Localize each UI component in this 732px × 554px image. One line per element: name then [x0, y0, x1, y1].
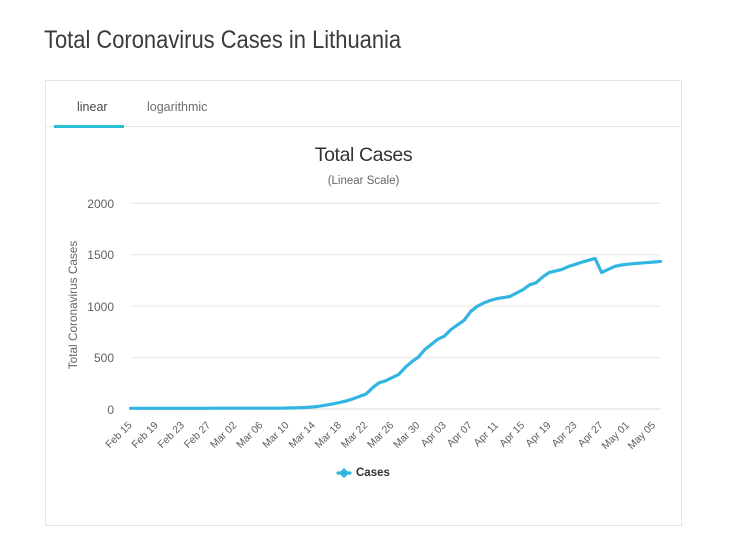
svg-text:Feb 23: Feb 23 [156, 420, 187, 451]
svg-text:Mar 10: Mar 10 [261, 420, 292, 451]
svg-text:May 05: May 05 [626, 420, 658, 452]
svg-text:Mar 06: Mar 06 [235, 420, 266, 451]
svg-text:Feb 27: Feb 27 [182, 420, 213, 451]
svg-text:Mar 22: Mar 22 [340, 420, 371, 451]
svg-text:Apr 03: Apr 03 [419, 420, 449, 450]
svg-text:May 01: May 01 [600, 420, 632, 452]
svg-text:Mar 30: Mar 30 [392, 420, 423, 451]
svg-text:Apr 23: Apr 23 [550, 420, 580, 450]
svg-text:Mar 18: Mar 18 [313, 420, 344, 451]
svg-text:Mar 14: Mar 14 [287, 420, 318, 451]
svg-text:Mar 26: Mar 26 [366, 420, 397, 451]
svg-text:Apr 11: Apr 11 [472, 420, 501, 449]
svg-text:Apr 15: Apr 15 [498, 420, 528, 450]
svg-text:Mar 02: Mar 02 [209, 420, 240, 451]
svg-text:Apr 19: Apr 19 [524, 420, 554, 450]
svg-text:Apr 07: Apr 07 [445, 420, 475, 450]
svg-text:Feb 15: Feb 15 [104, 420, 135, 451]
svg-text:Feb 19: Feb 19 [130, 420, 161, 451]
